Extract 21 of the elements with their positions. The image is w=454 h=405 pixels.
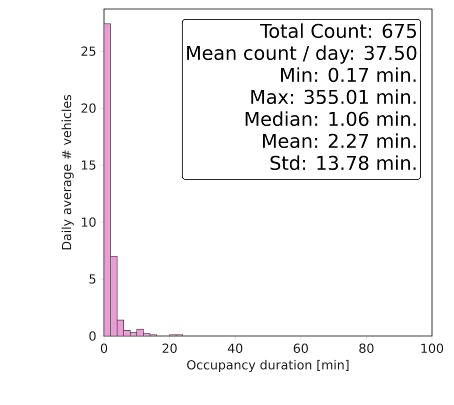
- x-axis-title: Occupancy duration [min]: [187, 360, 349, 372]
- x-tick-label: 80: [359, 344, 374, 353]
- annotation: Mean: 2.27 min.: [263, 133, 416, 148]
- y-tick-label: 5: [89, 274, 96, 284]
- annotation: Mean count / day: 37.50: [187, 45, 416, 64]
- annotation: Max: 355.01 min.: [251, 89, 416, 104]
- annotation: Std: 13.78 min.: [270, 155, 416, 170]
- x-tick-label: 20: [162, 344, 177, 353]
- annotation: Median: 1.06 min.: [246, 111, 416, 126]
- y-axis-title: Daily average # vehicles: [62, 94, 74, 250]
- annotation: Min: 0.17 min.: [281, 67, 416, 82]
- x-tick-label: 60: [294, 344, 308, 353]
- annotation: Total Count: 675: [260, 23, 416, 38]
- x-tick-label: 0: [100, 344, 108, 353]
- y-tick-label: 25: [81, 46, 96, 56]
- x-tick-label: 100: [421, 344, 444, 353]
- x-tick-label: 40: [228, 344, 242, 353]
- y-tick-label: 20: [81, 103, 96, 113]
- y-tick-label: 10: [82, 217, 96, 227]
- y-tick-label: 15: [82, 160, 96, 170]
- y-tick-label: 0: [89, 331, 96, 341]
